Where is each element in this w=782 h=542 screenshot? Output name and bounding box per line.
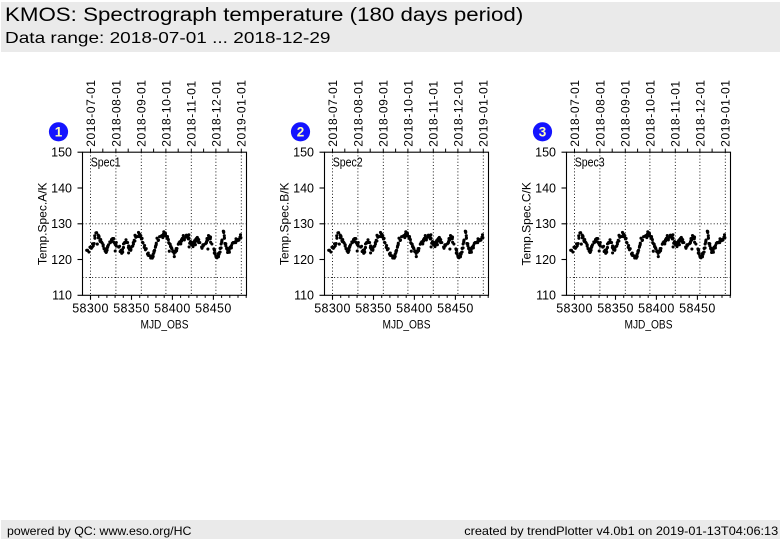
svg-text:58450: 58450 — [437, 302, 474, 316]
svg-text:130: 130 — [51, 217, 72, 231]
svg-text:1: 1 — [55, 124, 63, 139]
svg-text:Spec3: Spec3 — [575, 155, 605, 169]
svg-text:150: 150 — [293, 146, 314, 160]
svg-text:150: 150 — [535, 146, 556, 160]
svg-text:MJD_OBS: MJD_OBS — [383, 319, 431, 331]
svg-text:Temp.Spec.A/K: Temp.Spec.A/K — [36, 182, 50, 265]
svg-text:140: 140 — [51, 181, 72, 195]
svg-text:150: 150 — [51, 146, 72, 160]
svg-text:2018-09-01: 2018-09-01 — [135, 79, 149, 146]
svg-text:58400: 58400 — [396, 302, 433, 316]
svg-text:58400: 58400 — [638, 302, 675, 316]
svg-text:MJD_OBS: MJD_OBS — [141, 319, 189, 331]
svg-text:110: 110 — [294, 289, 314, 303]
svg-text:MJD_OBS: MJD_OBS — [625, 319, 673, 331]
svg-text:2018-07-01: 2018-07-01 — [84, 79, 98, 146]
svg-text:140: 140 — [293, 181, 314, 195]
svg-text:2018-09-01: 2018-09-01 — [377, 79, 391, 146]
svg-text:120: 120 — [51, 253, 72, 267]
svg-text:Temp.Spec.B/K: Temp.Spec.B/K — [278, 182, 292, 265]
svg-text:120: 120 — [293, 253, 314, 267]
svg-text:2: 2 — [297, 124, 305, 139]
svg-text:2019-01-01: 2019-01-01 — [719, 79, 733, 146]
svg-text:2018-11-01: 2018-11-01 — [185, 80, 199, 147]
svg-text:2018-07-01: 2018-07-01 — [326, 79, 340, 146]
svg-text:130: 130 — [535, 217, 556, 231]
svg-text:58300: 58300 — [314, 302, 351, 316]
svg-text:2018-10-01: 2018-10-01 — [643, 79, 657, 146]
svg-text:2018-10-01: 2018-10-01 — [401, 79, 415, 146]
svg-text:2018-12-01: 2018-12-01 — [209, 79, 223, 146]
svg-text:Temp.Spec.C/K: Temp.Spec.C/K — [520, 182, 534, 265]
svg-text:58350: 58350 — [113, 302, 150, 316]
svg-text:58450: 58450 — [679, 302, 716, 316]
svg-text:120: 120 — [535, 253, 556, 267]
svg-text:2018-08-01: 2018-08-01 — [351, 79, 365, 146]
svg-text:2018-09-01: 2018-09-01 — [619, 79, 633, 146]
svg-text:2019-01-01: 2019-01-01 — [235, 79, 249, 146]
svg-text:2019-01-01: 2019-01-01 — [477, 79, 491, 146]
svg-text:3: 3 — [539, 124, 547, 139]
svg-text:110: 110 — [52, 289, 72, 303]
svg-text:58350: 58350 — [597, 302, 634, 316]
svg-text:58350: 58350 — [355, 302, 392, 316]
svg-text:110: 110 — [536, 289, 556, 303]
svg-text:Spec1: Spec1 — [91, 155, 121, 169]
svg-text:Spec2: Spec2 — [333, 155, 363, 169]
svg-text:2018-12-01: 2018-12-01 — [693, 79, 707, 146]
svg-text:140: 140 — [535, 181, 556, 195]
svg-text:2018-11-01: 2018-11-01 — [427, 80, 441, 147]
svg-text:2018-08-01: 2018-08-01 — [109, 79, 123, 146]
svg-text:58450: 58450 — [195, 302, 232, 316]
svg-text:2018-08-01: 2018-08-01 — [593, 79, 607, 146]
svg-text:130: 130 — [293, 217, 314, 231]
svg-text:58400: 58400 — [154, 302, 191, 316]
svg-text:2018-07-01: 2018-07-01 — [568, 79, 582, 146]
svg-text:2018-12-01: 2018-12-01 — [451, 79, 465, 146]
svg-text:58300: 58300 — [556, 302, 593, 316]
svg-text:58300: 58300 — [72, 302, 109, 316]
svg-text:2018-11-01: 2018-11-01 — [669, 80, 683, 147]
svg-text:2018-10-01: 2018-10-01 — [159, 79, 173, 146]
